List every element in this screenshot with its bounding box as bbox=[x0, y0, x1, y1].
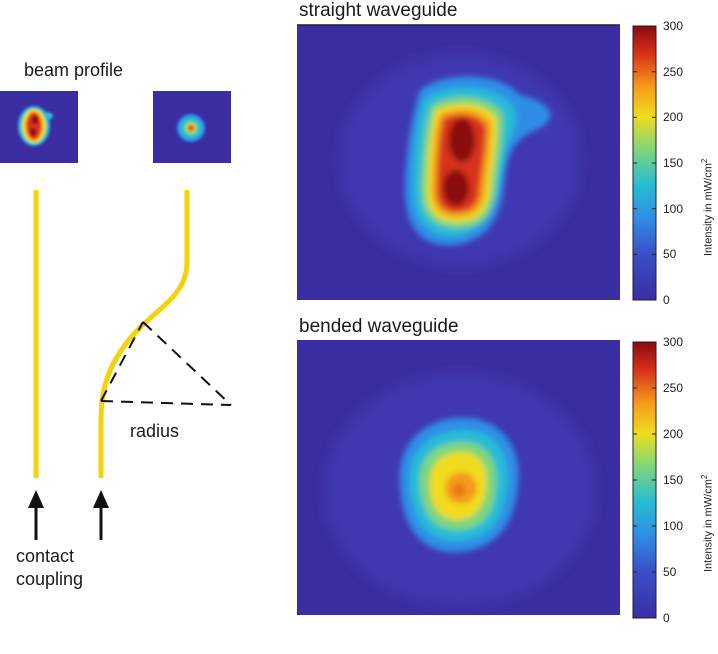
colorbar-bended bbox=[632, 341, 657, 619]
arrow-icon bbox=[93, 490, 109, 540]
tick-label: 0 bbox=[663, 611, 670, 625]
tick-label: 200 bbox=[663, 110, 684, 124]
coupling-label: coupling bbox=[16, 569, 84, 589]
straight-waveguide-title: straight waveguide bbox=[299, 0, 458, 21]
tick-label: 50 bbox=[663, 565, 677, 579]
colorbar-axis-label: Intensity in mW/cm2 bbox=[700, 159, 715, 256]
tick-label: 100 bbox=[663, 519, 684, 533]
beam-profile-thumbnail-bended bbox=[153, 91, 231, 163]
colorbar-label-text: Intensity in mW/cm bbox=[702, 479, 715, 572]
tick-label: 300 bbox=[663, 335, 684, 349]
tick-label: 100 bbox=[663, 202, 684, 216]
arrow-icon bbox=[28, 490, 44, 540]
bended-waveguide-heatmap bbox=[297, 340, 620, 615]
beam-profile-thumbnail-straight bbox=[0, 91, 78, 163]
tick-label: 150 bbox=[663, 156, 684, 170]
colorbar-label-text: Intensity in mW/cm bbox=[702, 163, 715, 256]
radius-label: radius bbox=[130, 421, 180, 441]
tick-label: 50 bbox=[663, 247, 677, 261]
tick-label: 250 bbox=[663, 381, 684, 395]
colorbar-axis-label: Intensity in mW/cm2 bbox=[700, 475, 715, 572]
radius-indicator bbox=[100, 321, 232, 406]
beam-profile-label: beam profile bbox=[24, 60, 124, 80]
tick-label: 300 bbox=[663, 19, 684, 33]
colorbar-label-sup: 2 bbox=[700, 474, 709, 480]
straight-waveguide-heatmap bbox=[297, 24, 620, 300]
tick-label: 200 bbox=[663, 427, 684, 441]
tick-label: 0 bbox=[663, 293, 670, 307]
bended-waveguide-title: bended waveguide bbox=[299, 316, 459, 337]
tick-label: 250 bbox=[663, 65, 684, 79]
colorbar-label-sup: 2 bbox=[700, 158, 709, 164]
colorbar-straight bbox=[632, 25, 657, 301]
contact-label: contact bbox=[16, 546, 75, 566]
tick-label: 150 bbox=[663, 473, 684, 487]
